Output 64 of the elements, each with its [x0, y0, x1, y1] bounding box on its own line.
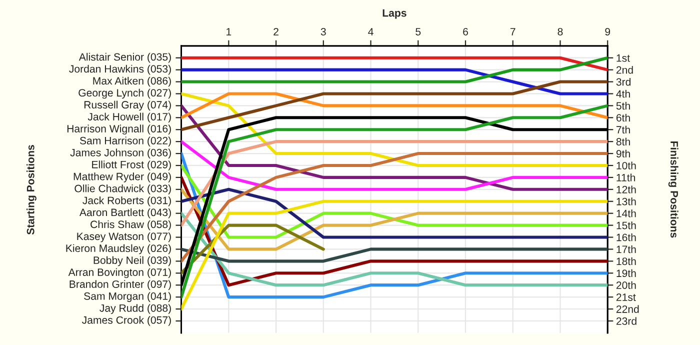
text: Jack Roberts (031)	[82, 196, 171, 206]
x-tick-label: 3	[320, 28, 326, 36]
y2-tick-label: 21st	[616, 294, 636, 301]
text: Kieron Maudsley (026)	[66, 244, 171, 254]
y2-tick-label: 8th	[616, 138, 630, 146]
x-tick-label: 5	[416, 28, 421, 36]
text: James Crook (057)	[82, 316, 171, 326]
line-series	[181, 152, 608, 263]
line-series	[181, 104, 608, 191]
y2-tick-label: 9th	[616, 150, 630, 158]
text: Jack Howell (017)	[88, 112, 171, 123]
y2-tick-label: 10th	[616, 162, 636, 170]
text: Jordan Hawkins (053)	[69, 64, 171, 75]
y2-tick-label: 11th	[616, 174, 636, 182]
y2-tick-label: 4th	[616, 90, 630, 98]
text: Matthew Ryder (049)	[74, 172, 171, 182]
line-series	[181, 164, 608, 239]
text: Brandon Grinter (097)	[70, 280, 171, 290]
text: Jay Rudd (088)	[100, 304, 171, 314]
x-tick-label: 2	[274, 28, 278, 36]
x-axis-title: Laps	[382, 9, 406, 19]
text: James Johnson (036)	[70, 148, 171, 158]
x-tick-label: 1	[226, 28, 232, 36]
y2-tick-label: 23rd	[616, 317, 636, 325]
y2-tick-label: 12th	[616, 186, 636, 194]
text: Starting Positions	[26, 145, 36, 235]
y2-tick-label: 18th	[616, 257, 636, 266]
y2-tick-label: 5th	[616, 102, 630, 110]
line-series	[181, 188, 608, 251]
text: Aaron Bartlett (043)	[79, 208, 171, 218]
text: Ollie Chadwick (033)	[74, 184, 171, 194]
y2-tick-label: 1st	[616, 54, 630, 62]
x-tick-label: 9	[605, 28, 610, 36]
x-tick-label: 7	[510, 28, 516, 36]
y2-tick-label: 15th	[616, 221, 636, 230]
y2-tick-label: 16th	[616, 233, 636, 242]
text: Chris Shaw (058)	[90, 220, 171, 230]
y2-tick-label: 7th	[616, 126, 630, 134]
y2-tick-label: 13th	[616, 198, 636, 206]
text: Sam Morgan (041)	[84, 292, 171, 302]
y2-tick-label: 22nd	[616, 305, 639, 313]
x-tick-label: 4	[368, 28, 374, 36]
text: Harrison Wignall (016)	[67, 124, 171, 135]
y2-tick-label: 6th	[616, 114, 630, 122]
text: Kasey Watson (077)	[77, 232, 171, 242]
y2-tick-label: 20th	[616, 281, 636, 290]
text: Sam Harrison (022)	[80, 136, 171, 146]
y2-tick-label: 14th	[616, 210, 636, 218]
text: Arran Bovington (071)	[68, 268, 171, 278]
y2-tick-label: 3rd	[616, 78, 631, 86]
x-tick-label: 8	[558, 28, 563, 36]
y2-tick-label: 2nd	[616, 66, 633, 74]
y2-tick-label: 17th	[616, 245, 636, 254]
text: Max Aitken (086)	[93, 76, 171, 87]
line-series	[181, 80, 608, 132]
y2-axis-title: Finishing Positions	[668, 141, 678, 238]
y2-tick-label: 19th	[616, 269, 636, 278]
line-series	[181, 92, 608, 168]
x-tick-label: 6	[463, 28, 468, 36]
text: Bobby Neil (039)	[94, 256, 171, 266]
text: Russell Gray (074)	[84, 100, 171, 111]
text: Elliott Frost (029)	[92, 160, 171, 170]
text: Alistair Senior (035)	[78, 52, 171, 63]
text: George Lynch (027)	[78, 88, 171, 99]
